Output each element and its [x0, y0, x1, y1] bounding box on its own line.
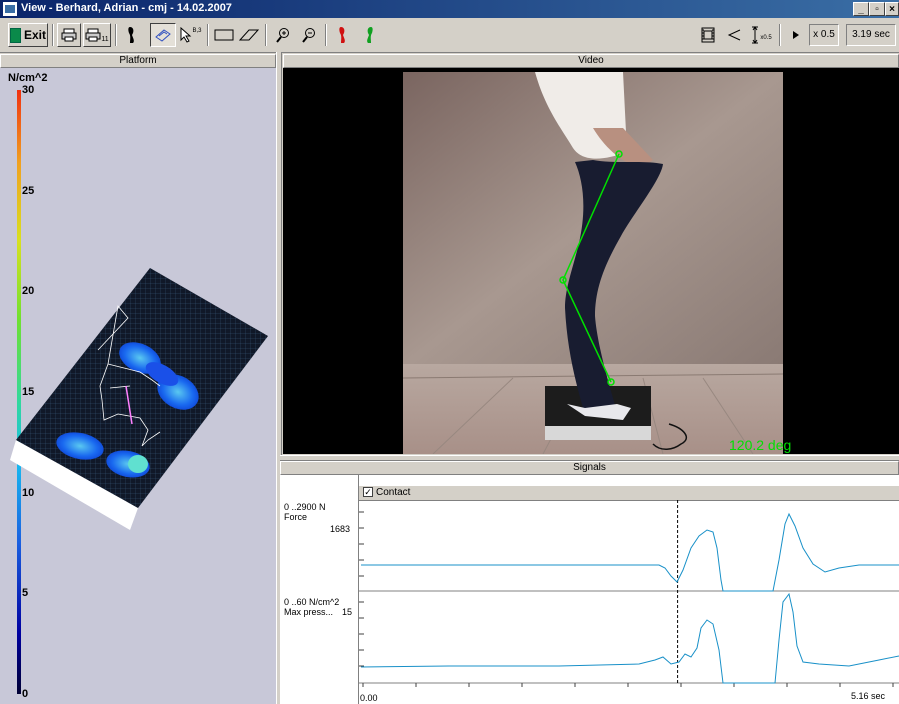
left-foot-button[interactable]: [331, 23, 355, 47]
contact-bar: ✓ Contact: [359, 486, 899, 501]
pressure-value: 15: [342, 607, 353, 617]
pressure-plate-3d: [10, 268, 268, 530]
film-icon: [701, 27, 715, 43]
platform-panel-header: Platform: [0, 54, 276, 68]
force-range: 0 ..2900 N: [284, 502, 326, 512]
toolbar-separator: [325, 24, 327, 46]
print-report-button[interactable]: 11: [83, 23, 111, 47]
contact-checkbox[interactable]: ✓: [363, 487, 373, 497]
restore-button[interactable]: ▫: [869, 2, 885, 16]
x-axis-start: 0.00: [360, 693, 378, 703]
left-foot-pressure-blob: [119, 342, 199, 410]
film-button[interactable]: [696, 23, 720, 47]
force-value: 1683: [330, 524, 351, 534]
scale-tick-20: 20: [22, 285, 35, 298]
angle-icon: [727, 29, 741, 41]
signal-labels: 0 ..2900 N Force 1683 0 ..60 N/cm^2 Max …: [280, 475, 359, 704]
cursor-icon: [180, 27, 192, 43]
contact-label: Contact: [376, 487, 411, 498]
horizontal-splitter[interactable]: [280, 455, 899, 461]
red-foot-icon: [339, 27, 345, 43]
green-foot-icon: [367, 27, 373, 43]
toolbar-separator: [779, 24, 781, 46]
right-foot-pressure-blob: [56, 432, 150, 478]
exit-icon: [9, 27, 21, 43]
app-icon: [3, 2, 17, 16]
scale-tick-0: 0: [22, 688, 29, 700]
force-name: Force: [284, 512, 308, 522]
signals-panel-header: Signals: [280, 461, 899, 475]
toolbar-separator: [265, 24, 267, 46]
foot-icon: [128, 27, 134, 43]
pressure-name: Max press...: [284, 607, 334, 617]
zoom-in-icon: [276, 28, 289, 43]
max-pressure-trace: [360, 592, 899, 684]
scale-tick-25: 25: [22, 184, 35, 197]
x-ticks: [362, 683, 894, 687]
pressure-range: 0 ..60 N/cm^2: [284, 597, 340, 607]
pressure-unit-label: N/cm^2: [8, 72, 48, 84]
toolbar-separator: [207, 24, 209, 46]
3d-view-button[interactable]: [150, 23, 176, 47]
angle-tool-button[interactable]: [722, 23, 746, 47]
angle-readout: 120.2 deg: [729, 437, 792, 453]
scale-tick-10: 10: [22, 486, 35, 499]
foot-view-button[interactable]: [120, 23, 144, 47]
exit-button[interactable]: Exit: [8, 23, 48, 47]
joint-angle-overlay: [559, 150, 623, 386]
zoom-out-icon: [302, 28, 315, 43]
video-panel: 120.2 deg: [283, 68, 899, 454]
printer-icon: [85, 28, 101, 42]
marker-button[interactable]: x0.5: [748, 23, 774, 47]
parallelogram-tool-button[interactable]: [237, 23, 261, 47]
video-frame: [402, 72, 784, 454]
close-button[interactable]: ×: [885, 2, 899, 16]
play-button[interactable]: [785, 23, 807, 47]
vertical-splitter[interactable]: [276, 52, 282, 704]
rectangle-tool-button[interactable]: [212, 23, 236, 47]
signals-panel: 0 ..2900 N Force 1683 0 ..60 N/cm^2 Max …: [280, 475, 899, 704]
printer-icon: [61, 28, 77, 42]
title-bar: View - Berhard, Adrian - cmj - 14.02.200…: [0, 0, 899, 18]
window-title: View - Berhard, Adrian - cmj - 14.02.200…: [21, 2, 232, 14]
playback-speed[interactable]: x 0.5: [809, 24, 839, 46]
print-button[interactable]: [57, 23, 81, 47]
3d-plate-icon: [155, 29, 171, 42]
zoom-out-button[interactable]: [297, 23, 321, 47]
play-icon: [793, 31, 799, 39]
y-ticks-force: [359, 511, 364, 577]
toolbar: Exit 11 B,3 x0.5: [0, 18, 899, 53]
toolbar-separator: [115, 24, 117, 46]
rectangle-icon: [214, 29, 234, 41]
right-foot-button[interactable]: [357, 23, 381, 47]
minimize-button[interactable]: _: [853, 2, 869, 16]
platform-panel: N/cm^2 30 25 20 15 10 5 0: [0, 68, 276, 704]
time-readout: 3.19 sec: [846, 24, 896, 46]
scale-tick-30: 30: [22, 84, 35, 96]
cursor-button[interactable]: B,3: [178, 23, 204, 47]
force-trace: [361, 512, 899, 592]
parallelogram-icon: [239, 29, 259, 41]
vertical-measure-icon: [752, 26, 759, 44]
y-ticks-pressure: [359, 601, 364, 667]
video-panel-header: Video: [283, 54, 899, 68]
toolbar-separator: [52, 24, 54, 46]
scale-tick-5: 5: [22, 587, 29, 600]
cop-line: [125, 385, 133, 425]
x-axis-end: 5.16 sec: [851, 691, 886, 701]
zoom-in-button[interactable]: [271, 23, 295, 47]
signal-plots: [359, 500, 899, 687]
scale-tick-15: 15: [22, 386, 35, 398]
pressure-color-scale: [17, 90, 21, 694]
